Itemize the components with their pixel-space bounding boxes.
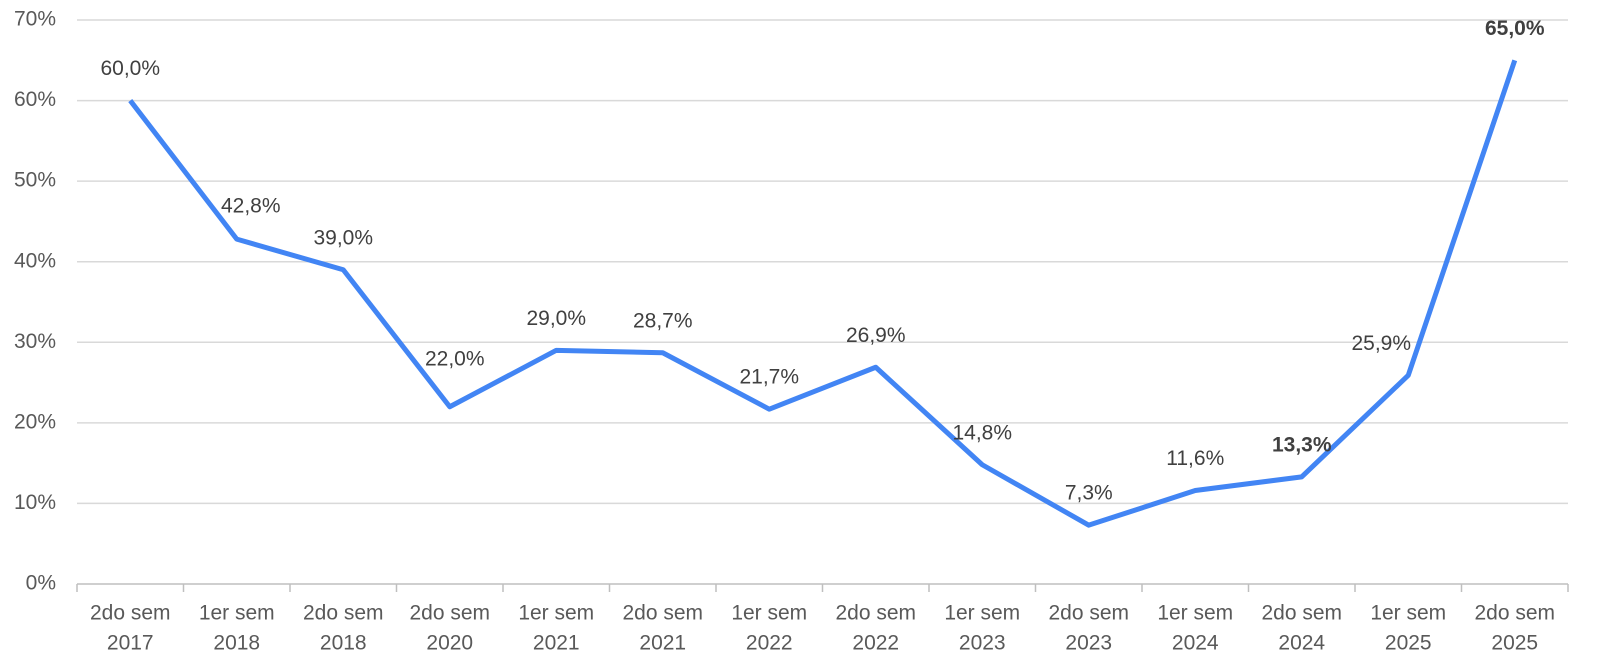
value-label: 60,0% — [100, 57, 160, 80]
x-tick-label: 2do sem — [90, 602, 171, 625]
value-label: 39,0% — [313, 226, 373, 249]
x-tick-label: 2do sem — [622, 602, 703, 625]
y-tick-label: 0% — [26, 572, 56, 595]
x-tick-label: 2do sem — [1474, 602, 1555, 625]
x-tick-label: 2020 — [426, 632, 473, 655]
value-label: 11,6% — [1166, 447, 1224, 470]
value-label: 25,9% — [1351, 332, 1411, 355]
value-label: 42,8% — [221, 195, 281, 218]
x-tick-label: 2do sem — [1048, 602, 1129, 625]
x-tick-label: 2do sem — [303, 602, 384, 625]
x-tick-label: 2018 — [320, 632, 367, 655]
value-label: 22,0% — [425, 347, 485, 370]
value-label: 7,3% — [1065, 482, 1113, 505]
x-tick-label: 2023 — [1065, 632, 1112, 655]
x-tick-label: 2do sem — [409, 602, 490, 625]
value-label: 14,8% — [952, 421, 1012, 444]
value-label: 26,9% — [846, 324, 906, 347]
x-tick-label: 2025 — [1385, 632, 1432, 655]
x-tick-label: 2022 — [852, 632, 899, 655]
value-label: 21,7% — [739, 366, 799, 389]
y-tick-label: 10% — [14, 491, 56, 514]
data-line — [128, 59, 1518, 528]
x-tick-label: 1er sem — [1157, 602, 1233, 625]
x-tick-label: 2022 — [746, 632, 793, 655]
y-tick-label: 20% — [14, 410, 56, 433]
y-tick-label: 50% — [14, 169, 56, 192]
x-tick-label: 2do sem — [1261, 602, 1342, 625]
y-tick-label: 60% — [14, 88, 56, 111]
x-tick-label: 2018 — [213, 632, 260, 655]
x-tick-label: 2021 — [533, 632, 580, 655]
y-tick-label: 30% — [14, 330, 56, 353]
value-label: 29,0% — [526, 307, 586, 330]
value-label: 65,0% — [1485, 17, 1545, 40]
x-tick-label: 2023 — [959, 632, 1006, 655]
x-tick-label: 1er sem — [944, 602, 1020, 625]
y-tick-label: 70% — [14, 8, 56, 31]
x-tick-label: 1er sem — [518, 602, 594, 625]
y-tick-label: 40% — [14, 249, 56, 272]
x-tick-label: 2do sem — [835, 602, 916, 625]
x-tick-label: 1er sem — [199, 602, 275, 625]
x-tick-label: 1er sem — [731, 602, 807, 625]
x-tick-label: 2017 — [107, 632, 154, 655]
x-tick-label: 2021 — [639, 632, 686, 655]
x-tick-label: 2024 — [1278, 632, 1325, 655]
x-tick-label: 2025 — [1491, 632, 1538, 655]
value-label: 28,7% — [633, 309, 693, 332]
value-label: 13,3% — [1272, 433, 1332, 456]
x-tick-label: 1er sem — [1370, 602, 1446, 625]
x-tick-label: 2024 — [1172, 632, 1219, 655]
